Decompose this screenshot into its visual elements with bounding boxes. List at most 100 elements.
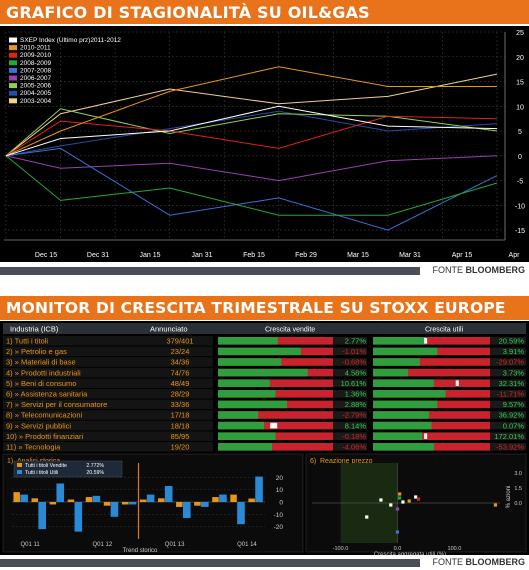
bar-sales (13, 492, 20, 502)
sales-value-bg (333, 368, 367, 377)
earnings-bar-green (373, 347, 438, 356)
row-bg (3, 420, 213, 431)
scatter-x-tick: 100.0 (448, 546, 462, 552)
sales-value-bg (333, 432, 367, 440)
row-bg (3, 389, 213, 399)
legend-entry: 2007-2008 (20, 67, 51, 74)
bar-y-tick: -10 (274, 512, 284, 519)
earnings-growth-value: -11.71% (497, 390, 525, 399)
y-tick-label: 5 (518, 129, 522, 136)
scatter-point (416, 497, 421, 501)
earnings-value-bg (490, 443, 526, 451)
earnings-value-bg (490, 432, 526, 440)
source-name: BLOOMBERG (465, 557, 526, 567)
sales-value-bg (333, 379, 367, 387)
earnings-growth-value: 172.01% (494, 432, 524, 441)
row-announced: 74/76 (171, 368, 190, 377)
scatter-y-tick: 3.0 (514, 471, 522, 477)
sales-value-bg (333, 443, 367, 451)
earnings-value-bg (490, 379, 526, 387)
seasonality-line-chart: 25 20 15 10 5 0 -5 -10 -15 Dec 15 Dec 31 Jan 15 Jan … (0, 26, 529, 262)
row-bg (3, 399, 213, 410)
bar-sales (158, 498, 165, 502)
row-industry-label: 9) » Servizi pubblici (6, 421, 71, 430)
series-line (5, 66, 497, 157)
bar-sales (248, 498, 255, 502)
bar-sales (176, 502, 183, 507)
series-line (5, 155, 498, 182)
row-industry-label: 3) » Materiali di base (6, 358, 76, 367)
sales-growth-value: 2.77% (345, 337, 367, 346)
series-line (5, 155, 498, 216)
y-tick-label: 0 (518, 154, 522, 161)
row-announced: 17/18 (171, 411, 190, 420)
table-row: 9) » Servizi pubblici 18/18 8.14% 0.07% (3, 420, 526, 431)
bar-x-label: Trend storico (123, 548, 158, 554)
x-tick-label: Feb 15 (243, 252, 265, 259)
row-announced: 48/49 (171, 379, 190, 388)
legend-entry: 2003-2004 (20, 98, 51, 105)
earnings-growth-value: 0.07% (503, 421, 525, 430)
table-row: 10) » Prodotti finanziari 85/95 -0.18% 172.… (3, 431, 526, 441)
earnings-value-bg (490, 358, 526, 366)
scatter-x-tick: -100.0 (333, 546, 349, 552)
col-header-sales: Crescita vendite (265, 327, 315, 334)
row-industry-label: 6) » Assistenza sanitaria (6, 390, 88, 399)
y-tick-label: -10 (515, 203, 525, 210)
scatter-title-number: 6) (310, 458, 316, 465)
bar-sales (212, 497, 219, 502)
legend-entry: 2008-2009 (20, 60, 51, 67)
earnings-growth-value: 3.73% (503, 368, 525, 377)
x-tick-label: Dec 31 (87, 252, 109, 259)
sales-bar-green (218, 443, 273, 451)
row-industry-label: 11) » Tecnologia (6, 443, 61, 452)
row-bg (3, 346, 213, 357)
sales-value-bg (333, 337, 367, 345)
row-bg (3, 378, 213, 388)
source-divider (0, 559, 420, 567)
bar-legend-name: Tutti i titoli Vendite (25, 463, 67, 469)
bar-x-tick: Q01 13 (165, 542, 185, 548)
bar-earnings (92, 495, 101, 502)
sales-value-bg (333, 411, 367, 419)
row-announced: 23/24 (171, 347, 190, 356)
scatter-point (407, 499, 411, 503)
sales-bar-green (218, 347, 301, 356)
bar-earnings (74, 502, 83, 532)
earnings-value-bg (490, 368, 526, 377)
row-industry-label: 7) » Servizi per il consumatore (6, 400, 107, 409)
earnings-bar-red (373, 411, 490, 419)
earnings-bar-marker (455, 380, 459, 386)
bar-earnings (219, 494, 227, 502)
earnings-bar-red (373, 368, 490, 377)
bar-earnings (56, 483, 65, 502)
table-row: 4) » Prodotti industriali 74/76 4.58% 3.73% (3, 367, 526, 378)
row-bg (3, 336, 213, 346)
sales-value-bg (333, 421, 367, 430)
sales-bar-green (218, 358, 282, 366)
earnings-bar-green (373, 337, 426, 345)
table-row: 1) Tutti i titoli 379/401 2.77% 20.59% (3, 336, 526, 346)
legend-swatch (9, 37, 17, 43)
table-header-bg (3, 323, 526, 334)
sales-growth-value: -0.68% (342, 358, 366, 367)
sales-growth-value: 8.14% (345, 421, 367, 430)
x-tick-label: Apr (509, 252, 521, 259)
bar-earnings (110, 502, 119, 517)
legend-entry: 2006-2007 (20, 75, 51, 82)
x-tick-label: Dec 15 (35, 252, 57, 259)
bar-x-tick: Q01 14 (237, 542, 257, 548)
history-title-number: 1) (7, 458, 13, 465)
table-row: 7) » Servizi per il consumatore 33/36 2.88… (3, 399, 526, 410)
sales-value-bg (333, 347, 367, 356)
row-announced: 28/29 (171, 390, 190, 399)
bar-earnings (164, 485, 173, 502)
earnings-value-bg (490, 390, 526, 398)
bar-sales (139, 499, 147, 502)
legend-swatch (9, 90, 17, 96)
bar-sales (194, 502, 201, 506)
bar-sales (49, 502, 57, 505)
bar-sales (230, 494, 237, 502)
y-tick-label: -15 (515, 228, 525, 235)
source-divider (0, 267, 420, 275)
